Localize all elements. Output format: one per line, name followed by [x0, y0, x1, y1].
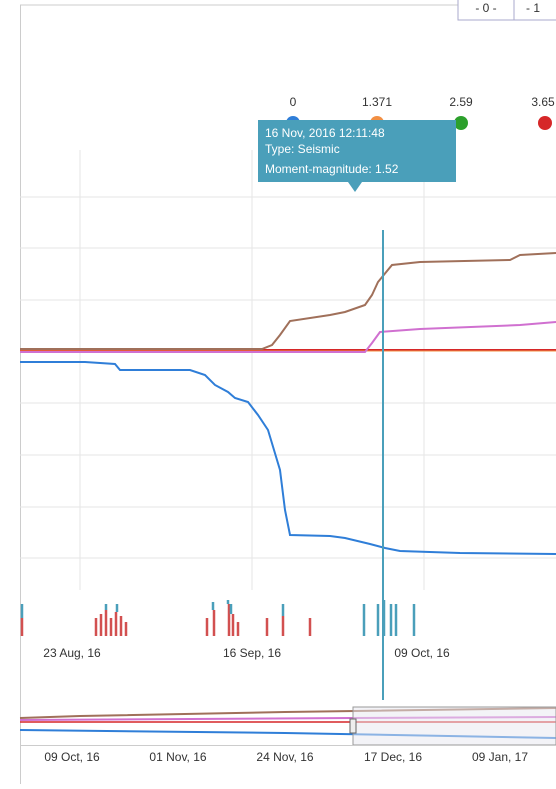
navigator-label: 09 Oct, 16	[44, 750, 100, 764]
navigator-label: 17 Dec, 16	[364, 750, 422, 764]
legend-label[interactable]: 2.59	[449, 95, 473, 109]
button-label[interactable]: - 0 -	[475, 1, 496, 15]
tooltip-date: 16 Nov, 2016 12:11:48	[265, 126, 385, 140]
navigator-window[interactable]	[352, 706, 556, 746]
zoom-button[interactable]	[513, 0, 556, 21]
navigator-label: 09 Jan, 17	[472, 750, 528, 764]
x-tick-label: 16 Sep, 16	[223, 646, 281, 660]
legend-label[interactable]: 0	[290, 95, 297, 109]
tooltip: 16 Nov, 2016 12:11:48 Type: Seismic Mome…	[258, 120, 456, 192]
navigator	[19, 706, 556, 746]
navigator-label: 24 Nov, 16	[256, 750, 313, 764]
event-bars	[20, 600, 416, 636]
grid	[20, 150, 556, 590]
navigator-label: 01 Nov, 16	[149, 750, 206, 764]
button-label[interactable]: - 1	[526, 1, 540, 15]
x-tick-label: 23 Aug, 16	[43, 646, 101, 660]
navigator-handle[interactable]	[349, 718, 357, 734]
legend-label[interactable]: 3.65	[531, 95, 555, 109]
x-tick-label: 09 Oct, 16	[394, 646, 450, 660]
tooltip-type: Type: Seismic	[265, 142, 340, 156]
legend-label[interactable]: 1.371	[362, 95, 392, 109]
legend-dot	[538, 116, 552, 130]
series-lines	[20, 252, 556, 555]
tooltip-magnitude: Moment-magnitude: 1.52	[265, 162, 399, 176]
legend-dot	[454, 116, 468, 130]
